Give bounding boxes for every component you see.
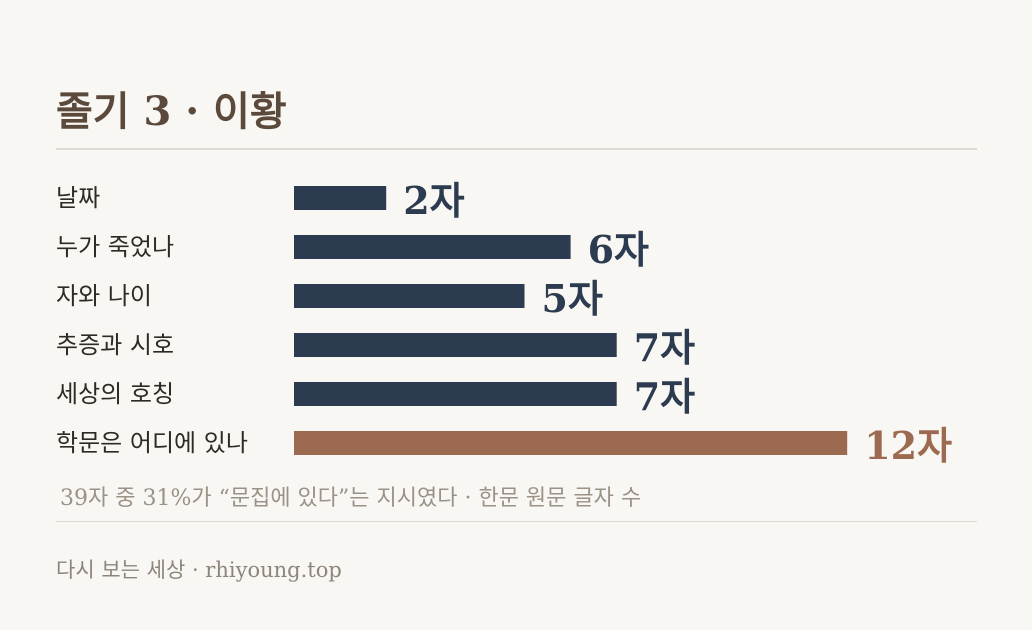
bar <box>294 333 617 357</box>
category-label: 날짜 <box>56 184 100 212</box>
value-label: 7자 <box>634 325 695 370</box>
category-label: 자와 나이 <box>56 282 152 310</box>
value-label: 6자 <box>588 227 649 272</box>
value-label: 12자 <box>864 423 952 468</box>
bar <box>294 431 848 455</box>
bar <box>294 235 571 259</box>
bar <box>294 284 525 308</box>
chart-note: 39자 중 31%가 “문집에 있다”는 지시였다 · 한문 원문 글자 수 <box>60 486 642 511</box>
value-label: 2자 <box>403 178 464 223</box>
value-label: 5자 <box>542 276 603 321</box>
bar <box>294 186 387 210</box>
page-title: 졸기 3 · 이황 <box>56 88 287 135</box>
footer-divider <box>56 521 977 522</box>
footer-credit: 다시 보는 세상 · rhiyoung.top <box>56 558 342 582</box>
category-label: 세상의 호칭 <box>56 380 174 408</box>
category-label: 학문은 어디에 있나 <box>56 429 248 457</box>
title-divider <box>56 148 977 150</box>
category-label: 누가 죽었나 <box>56 233 174 261</box>
category-label: 추증과 시호 <box>56 331 174 359</box>
value-label: 7자 <box>634 374 695 419</box>
bar <box>294 382 617 406</box>
